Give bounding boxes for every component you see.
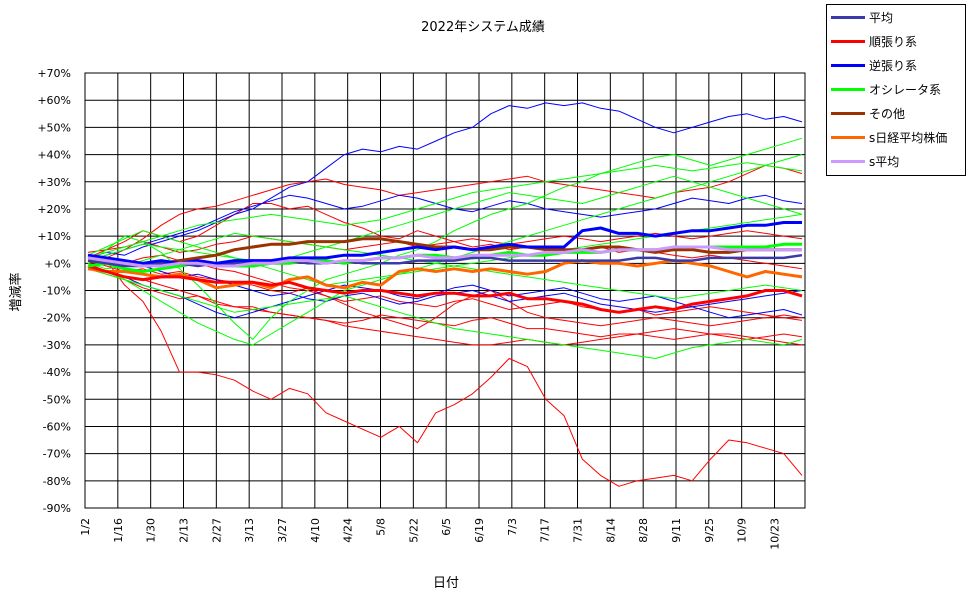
- x-axis-label: 日付: [433, 576, 459, 591]
- y-axis-label: 増減率: [8, 272, 24, 311]
- x-tick-label: 6/19: [473, 518, 486, 543]
- y-tick-label: -60%: [43, 420, 71, 433]
- x-tick-label: 4/10: [309, 518, 322, 543]
- legend-swatch: [831, 63, 865, 67]
- x-tick-label: 6/5: [440, 518, 453, 536]
- legend-item: s平均: [827, 149, 965, 173]
- series-line: [87, 259, 803, 290]
- legend-item: その他: [827, 101, 965, 125]
- legend-label: s日経平均株価: [869, 130, 948, 145]
- x-tick-label: 8/28: [637, 518, 650, 543]
- member-series-line: [87, 137, 803, 340]
- x-tick-label: 7/31: [572, 518, 585, 543]
- x-tick-label: 5/22: [407, 518, 420, 543]
- x-tick-label: 1/16: [112, 518, 125, 543]
- series-line: [87, 221, 802, 265]
- y-tick-label: +40%: [37, 149, 71, 162]
- member-series-line: [87, 254, 803, 487]
- legend-swatch: [831, 87, 865, 91]
- series-line: [87, 245, 802, 268]
- x-tick-label: 1/30: [145, 518, 158, 543]
- x-tick-label: 10/9: [736, 518, 749, 543]
- y-tick-label: +30%: [37, 176, 71, 189]
- x-tick-label: 5/8: [375, 518, 388, 536]
- y-tick-label: +0%: [44, 257, 71, 270]
- member-series-line: [87, 262, 803, 346]
- member-series-line: [87, 268, 803, 346]
- x-tick-label: 7/17: [539, 518, 552, 543]
- member-series-line: [87, 268, 803, 359]
- y-tick-label: -80%: [43, 475, 71, 488]
- x-tick-label: 8/14: [604, 518, 617, 543]
- y-tick-label: -40%: [43, 366, 71, 379]
- x-tick-label: 4/24: [342, 518, 355, 543]
- legend-label: その他: [869, 106, 906, 121]
- member-series-line: [87, 175, 803, 264]
- y-tick-label: +60%: [37, 94, 71, 107]
- legend-item: s日経平均株価: [827, 125, 965, 149]
- legend-swatch: [831, 135, 865, 139]
- member-series-line: [87, 164, 803, 264]
- legend-swatch: [831, 159, 865, 163]
- legend-item: 順張り系: [827, 29, 965, 53]
- x-tick-label: 10/23: [769, 518, 782, 550]
- series-line: [87, 264, 803, 314]
- member-series-line: [87, 260, 803, 321]
- legend-item: 逆張り系: [827, 53, 965, 77]
- x-tick-label: 3/27: [276, 518, 289, 543]
- y-tick-label: +10%: [37, 230, 71, 243]
- legend-swatch: [831, 15, 865, 19]
- legend-swatch: [831, 111, 865, 115]
- x-tick-label: 7/3: [506, 518, 519, 536]
- member-series-line: [87, 232, 803, 300]
- member-series-line: [87, 265, 803, 319]
- y-tick-label: -90%: [43, 502, 71, 515]
- legend-label: 平均: [869, 10, 894, 25]
- legend-label: 順張り系: [869, 34, 918, 49]
- x-tick-label: 2/27: [210, 518, 223, 543]
- x-tick-label: 3/13: [243, 518, 256, 543]
- x-tick-label: 9/25: [703, 518, 716, 543]
- x-tick-label: 9/11: [670, 518, 683, 543]
- y-tick-label: -20%: [43, 312, 71, 325]
- legend-swatch: [831, 39, 865, 43]
- legend-label: s平均: [869, 154, 900, 169]
- y-tick-label: +50%: [37, 121, 71, 134]
- x-tick-label: 2/13: [178, 518, 191, 543]
- y-tick-label: -70%: [43, 448, 71, 461]
- legend-item: 平均: [827, 5, 965, 29]
- y-tick-label: +20%: [37, 203, 71, 216]
- legend-label: オシレータ系: [869, 82, 942, 97]
- member-series-line: [87, 203, 803, 270]
- member-series-line: [87, 230, 803, 253]
- y-tick-label: -50%: [43, 393, 71, 406]
- plot-area: +70% +60% +50% +40% +30% +20% +10% +0% -10% -20% -…: [37, 67, 806, 550]
- member-series-line: [87, 102, 803, 259]
- legend-item: オシレータ系: [827, 77, 965, 101]
- y-tick-label: +70%: [37, 67, 71, 80]
- y-tick-label: -10%: [43, 285, 71, 298]
- legend: 平均 順張り系 逆張り系 オシレータ系 その他 s日経平均株価 s平均: [826, 4, 966, 176]
- member-series-line: [87, 162, 803, 259]
- chart-title: 2022年システム成績: [421, 20, 545, 35]
- x-tick-label: 1/2: [79, 518, 92, 536]
- legend-label: 逆張り系: [869, 58, 918, 73]
- y-tick-label: -30%: [43, 339, 71, 352]
